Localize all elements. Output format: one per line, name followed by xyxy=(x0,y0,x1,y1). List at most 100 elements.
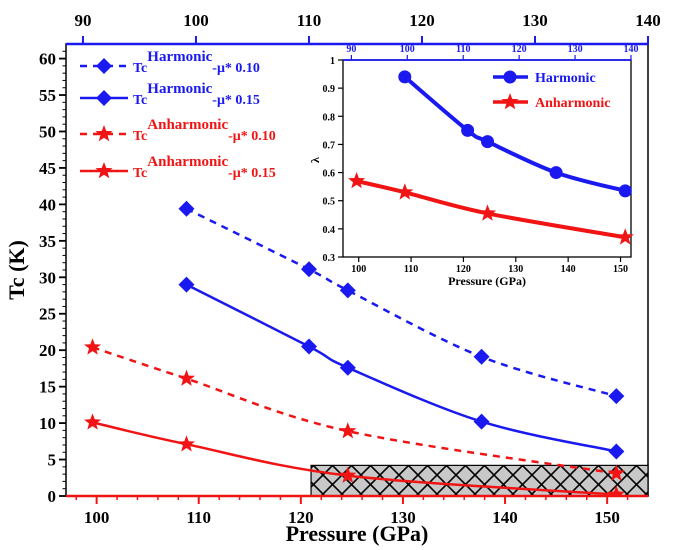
data-point-star xyxy=(607,485,625,496)
inset-top-tick-label: 140 xyxy=(624,44,639,55)
main-x-tick-label: 110 xyxy=(186,508,211,527)
data-point-diamond xyxy=(339,282,356,299)
main-x-tick-label: 140 xyxy=(492,508,518,527)
legend-entry-anharmonic-010: TcAnharmonic-μ* 0.10 xyxy=(80,117,276,144)
inset-y-tick-label: 0.3 xyxy=(323,253,336,264)
main-y-tick-label: 40 xyxy=(39,195,56,214)
main-top-tick-label: 90 xyxy=(74,11,91,30)
data-point-diamond xyxy=(608,388,625,405)
inset-top-tick-label: 120 xyxy=(512,44,527,55)
shaded-region xyxy=(310,464,649,497)
data-point-star xyxy=(339,466,357,483)
main-series-group xyxy=(84,200,625,496)
main-top-tick-label: 110 xyxy=(297,11,322,30)
inset-data-point-circle xyxy=(398,70,412,84)
legend-entry-anharmonic-015: TcAnharmonic-μ* 0.15 xyxy=(80,154,276,181)
main-y-tick-label: 30 xyxy=(39,268,56,287)
legend-mu-anharmonic-010: -μ* 0.10 xyxy=(228,129,276,144)
legend-sup-anharmonic-015: Anharmonic xyxy=(147,154,228,170)
inset-y-tick-label: 0.7 xyxy=(323,140,336,151)
data-point-diamond xyxy=(608,443,625,460)
legend-entry-harmonic-015: TcHarmonic-μ* 0.15 xyxy=(80,81,260,108)
legend-base-harmonic-010: Tc xyxy=(133,61,147,76)
main-top-tick-label: 140 xyxy=(635,11,661,30)
data-point-diamond xyxy=(178,276,195,293)
inset-x-tick-label: 150 xyxy=(613,264,628,275)
main-y-tick-label: 35 xyxy=(39,232,56,251)
main-y-tick-label: 20 xyxy=(39,341,56,360)
inset-top-tick-label: 110 xyxy=(456,44,470,55)
main-y-tick-label: 15 xyxy=(39,378,56,397)
legend-base-harmonic-015: Tc xyxy=(133,93,147,108)
legend-base-anharmonic-015: Tc xyxy=(133,166,147,181)
inset-plot-frame xyxy=(342,59,632,258)
legend-marker-anharmonic-010 xyxy=(95,125,113,142)
main-x-axis-title: Pressure (GPa) xyxy=(286,521,429,546)
inset-legend-entry-harmonic: Harmonic xyxy=(493,70,596,86)
data-point-star xyxy=(339,422,357,439)
inset-x-tick-label: 110 xyxy=(404,264,418,275)
legend: TcHarmonic-μ* 0.10 TcHarmonic-μ* 0.15 Tc… xyxy=(80,49,276,181)
legend-label-anharmonic-015: TcAnharmonic-μ* 0.15 xyxy=(133,154,276,181)
inset-x-tick-label: 100 xyxy=(351,264,366,275)
legend-marker-harmonic-015 xyxy=(96,90,112,106)
inset-axes: 100 110 120 130 140 150 90 100 110 120 130 140 0.3 0.… xyxy=(323,44,639,275)
main-y-tick-label: 25 xyxy=(39,305,56,324)
legend-entry-harmonic-010: TcHarmonic-μ* 0.10 xyxy=(80,49,260,76)
main-x-tick-label: 130 xyxy=(390,508,416,527)
main-y-axis-title: Tc (K) xyxy=(4,240,29,300)
data-point-star xyxy=(84,413,102,430)
inset-y-tick-label: 0.9 xyxy=(323,84,336,95)
legend-label-harmonic-010: TcHarmonic-μ* 0.10 xyxy=(133,49,260,76)
main-y-tick-label: 55 xyxy=(39,86,56,105)
inset-legend-marker-harmonic xyxy=(503,70,517,84)
inset-data-point-star xyxy=(396,183,414,200)
main-y-tick-label: 0 xyxy=(48,487,57,506)
inset-legend-label-harmonic: Harmonic xyxy=(535,71,596,86)
inset-y-tick-label: 1 xyxy=(330,56,335,67)
legend-sup-anharmonic-010: Anharmonic xyxy=(147,117,228,133)
main-x-tick-label: 100 xyxy=(84,508,110,527)
legend-sup-harmonic-010: Harmonic xyxy=(147,49,212,65)
legend-marker-harmonic-010 xyxy=(96,58,112,74)
inset-top-tick-label: 100 xyxy=(400,44,415,55)
series-line-1 xyxy=(185,283,617,453)
data-point-star xyxy=(607,464,625,481)
inset-y-tick-label: 0.6 xyxy=(323,169,336,180)
inset-x-tick-label: 140 xyxy=(561,264,576,275)
data-point-star xyxy=(177,435,195,452)
inset-data-point-circle xyxy=(618,184,632,198)
data-point-diamond xyxy=(473,348,490,365)
data-point-diamond xyxy=(301,261,318,278)
main-x-tick-label: 120 xyxy=(288,508,314,527)
inset-data-point-circle xyxy=(461,123,475,137)
inset-x-axis-title: Pressure (GPa) xyxy=(448,274,526,288)
inset-top-tick-label: 90 xyxy=(346,44,356,55)
inset-data-point-star xyxy=(479,204,497,221)
series-line-0 xyxy=(185,207,617,398)
legend-mu-anharmonic-015: -μ* 0.15 xyxy=(228,166,276,181)
inset-y-tick-label: 0.4 xyxy=(323,225,336,236)
data-point-diamond xyxy=(339,359,356,376)
inset-x-tick-label: 130 xyxy=(508,264,523,275)
legend-mu-harmonic-010: -μ* 0.10 xyxy=(212,61,260,76)
legend-label-anharmonic-010: TcAnharmonic-μ* 0.10 xyxy=(133,117,276,144)
inset-data-point-star xyxy=(348,172,366,189)
inset-x-tick-label: 120 xyxy=(456,264,471,275)
inset-data-point-circle xyxy=(549,166,563,180)
data-point-star xyxy=(84,338,102,355)
inset-legend-entry-anharmonic: Anharmonic xyxy=(493,93,610,111)
inset-y-tick-label: 0.8 xyxy=(323,112,336,123)
data-point-star xyxy=(177,369,195,386)
inset-top-tick-label: 130 xyxy=(568,44,583,55)
inset-legend-marker-anharmonic xyxy=(501,93,519,110)
inset-legend-label-anharmonic: Anharmonic xyxy=(535,96,610,111)
main-y-tick-label: 45 xyxy=(39,159,56,178)
inset-series-line-1 xyxy=(356,179,626,240)
series-line-3 xyxy=(92,421,617,496)
legend-label-harmonic-015: TcHarmonic-μ* 0.15 xyxy=(133,81,260,108)
series-line-2 xyxy=(92,346,617,475)
inset-y-tick-label: 0.5 xyxy=(323,197,336,208)
main-y-tick-label: 10 xyxy=(39,414,56,433)
